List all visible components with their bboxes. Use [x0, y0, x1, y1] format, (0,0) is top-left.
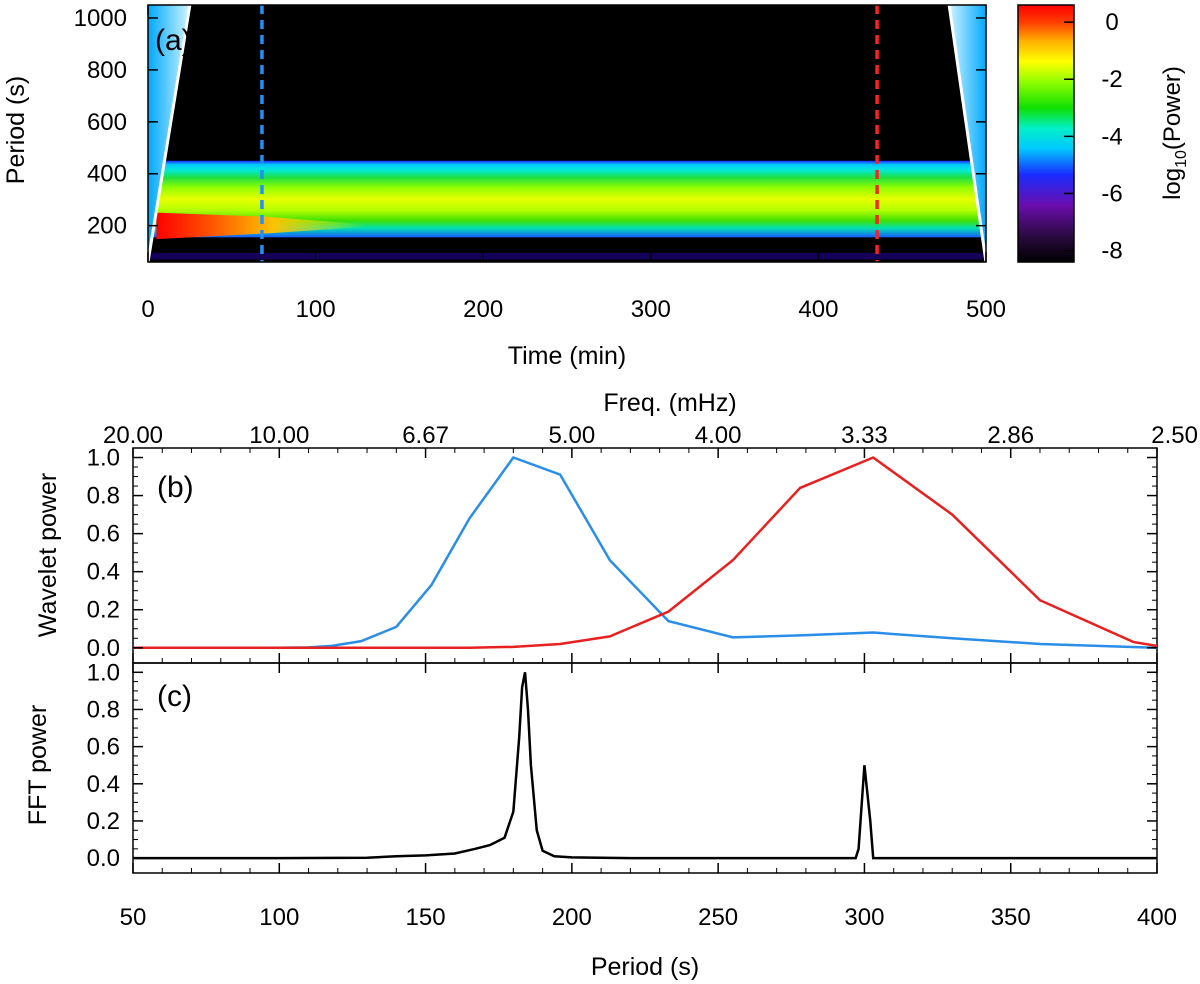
x-tick-label: 250	[698, 904, 738, 931]
colorbar-tick-label: -2	[1101, 66, 1122, 93]
panel-a-label: (a)	[155, 24, 192, 57]
panel-b-frame	[132, 447, 1158, 664]
colorbar-frame	[1017, 4, 1075, 263]
x-tick-label: 200	[463, 296, 503, 323]
panel-a-x-ticks: 0 100 200 300 400 500	[141, 5, 1006, 323]
colorbar-title: log10(Power)	[1159, 66, 1190, 200]
top-tick-label: 2.50	[1151, 422, 1198, 449]
x-tick-label: 50	[120, 904, 147, 931]
wavelet-heatmap	[148, 5, 986, 262]
x-tick-label: 200	[552, 904, 592, 931]
x-tick-label: 150	[406, 904, 446, 931]
y-tick-label: 0.4	[87, 559, 120, 586]
colorbar-tick-label: -6	[1101, 180, 1122, 207]
wavelet-power-panel: 20.00 10.00 6.67 5.00 4.00 3.33 2.86 2.50 0.00.…	[34, 389, 1198, 664]
x-tick-label: 300	[844, 904, 884, 931]
low-period-band	[148, 252, 986, 260]
panel-c-label: (c)	[157, 680, 192, 713]
top-tick-label: 20.00	[103, 422, 163, 449]
y-tick-label: 600	[87, 109, 127, 136]
y-tick-label: 0.6	[87, 521, 120, 548]
y-tick-label: 200	[87, 213, 127, 240]
x-tick-label: 0	[141, 296, 154, 323]
y-tick-label: 1.0	[87, 445, 120, 472]
x-tick-label: 500	[966, 296, 1006, 323]
panel-c-y-title: FFT power	[24, 705, 52, 825]
coi-right-line	[947, 5, 986, 262]
colorbar-tick-label: -4	[1101, 123, 1122, 150]
panel-a-x-title: Time (min)	[508, 342, 627, 370]
series-line-fft	[133, 672, 1157, 860]
colorbar-tick-label: 0	[1105, 9, 1118, 36]
panel-b-y-title: Wavelet power	[34, 473, 62, 637]
x-tick-label: 350	[991, 904, 1031, 931]
y-tick-label: 800	[87, 57, 127, 84]
top-tick-label: 2.86	[987, 422, 1034, 449]
wavelet-spectrum-panel: 0 100 200 300 400 500 200 400 600 800 1000 (a) Ti…	[2, 4, 1190, 370]
panel-c-y-ticks: 0.0 0.2 0.4 0.6 0.8 1.0	[87, 659, 1157, 872]
high-power-region	[156, 212, 366, 240]
panel-c-x-ticks: 50 100 150 200 250 300 350 400	[120, 653, 1177, 931]
top-tick-label: 6.67	[402, 422, 449, 449]
panel-b-label: (b)	[157, 471, 194, 504]
panel-a-y-title: Period (s)	[2, 76, 30, 184]
colorbar-tick-label: -8	[1101, 238, 1122, 265]
x-tick-label: 100	[296, 296, 336, 323]
panel-b-top-title: Freq. (mHz)	[603, 389, 736, 417]
x-tick-label: 400	[1137, 904, 1177, 931]
panel-b-y-ticks: 0.0 0.2 0.4 0.6 0.8 1.0	[87, 445, 1157, 662]
fft-power-panel: 50 100 150 200 250 300 350 400 0.0 0.2 0.4 0.6 0.8 1…	[24, 653, 1177, 981]
colorbar-ticks: 0 -2 -4 -6 -8	[1064, 9, 1123, 265]
panel-c-frame	[132, 662, 1158, 874]
y-tick-label: 0.6	[87, 734, 120, 761]
top-tick-label: 10.00	[249, 422, 309, 449]
x-tick-label: 300	[631, 296, 671, 323]
y-tick-label: 0.2	[87, 808, 120, 835]
y-tick-label: 1.0	[87, 659, 120, 686]
colorbar	[1018, 5, 1074, 262]
y-tick-label: 0.4	[87, 771, 120, 798]
panel-c-x-title: Period (s)	[591, 953, 699, 981]
coi-left-line	[148, 5, 192, 262]
series-line-blue	[133, 456, 1157, 650]
panel-b-top-ticks: 20.00 10.00 6.67 5.00 4.00 3.33 2.86 2.50	[103, 422, 1198, 458]
y-tick-label: 400	[87, 161, 127, 188]
x-tick-label: 100	[259, 904, 299, 931]
series-line-red	[133, 456, 1157, 650]
y-tick-label: 1000	[74, 5, 127, 32]
top-tick-label: 3.33	[841, 422, 888, 449]
panel-a-y-ticks: 200 400 600 800 1000	[74, 5, 986, 240]
y-tick-label: 0.2	[87, 597, 120, 624]
top-tick-label: 4.00	[695, 422, 742, 449]
y-tick-label: 0.8	[87, 483, 120, 510]
x-tick-label: 400	[798, 296, 838, 323]
y-tick-label: 0.8	[87, 696, 120, 723]
y-tick-label: 0.0	[87, 845, 120, 872]
y-tick-label: 0.0	[87, 635, 120, 662]
top-tick-label: 5.00	[548, 422, 595, 449]
panel-a-frame	[147, 4, 987, 263]
